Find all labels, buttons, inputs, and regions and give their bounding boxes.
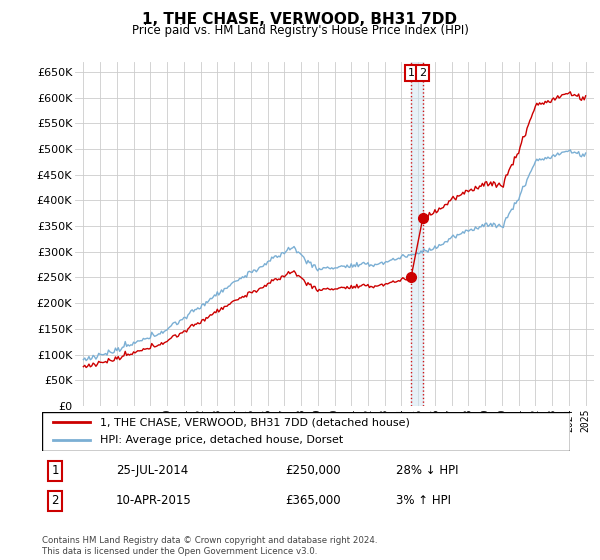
Text: £250,000: £250,000 xyxy=(285,464,341,478)
Text: HPI: Average price, detached house, Dorset: HPI: Average price, detached house, Dors… xyxy=(100,435,343,445)
Text: 2: 2 xyxy=(419,68,426,78)
Text: Price paid vs. HM Land Registry's House Price Index (HPI): Price paid vs. HM Land Registry's House … xyxy=(131,24,469,36)
Text: 1, THE CHASE, VERWOOD, BH31 7DD (detached house): 1, THE CHASE, VERWOOD, BH31 7DD (detache… xyxy=(100,417,410,427)
Text: 3% ↑ HPI: 3% ↑ HPI xyxy=(396,494,451,507)
Text: £365,000: £365,000 xyxy=(285,494,341,507)
Bar xyxy=(411,62,423,406)
FancyBboxPatch shape xyxy=(42,412,570,451)
Text: 1, THE CHASE, VERWOOD, BH31 7DD: 1, THE CHASE, VERWOOD, BH31 7DD xyxy=(143,12,458,27)
Text: 1: 1 xyxy=(407,68,415,78)
Text: 2: 2 xyxy=(52,494,59,507)
Text: 1: 1 xyxy=(52,464,59,478)
Text: 25-JUL-2014: 25-JUL-2014 xyxy=(116,464,188,478)
Text: 10-APR-2015: 10-APR-2015 xyxy=(116,494,191,507)
Text: Contains HM Land Registry data © Crown copyright and database right 2024.
This d: Contains HM Land Registry data © Crown c… xyxy=(42,536,377,556)
Text: 28% ↓ HPI: 28% ↓ HPI xyxy=(396,464,458,478)
